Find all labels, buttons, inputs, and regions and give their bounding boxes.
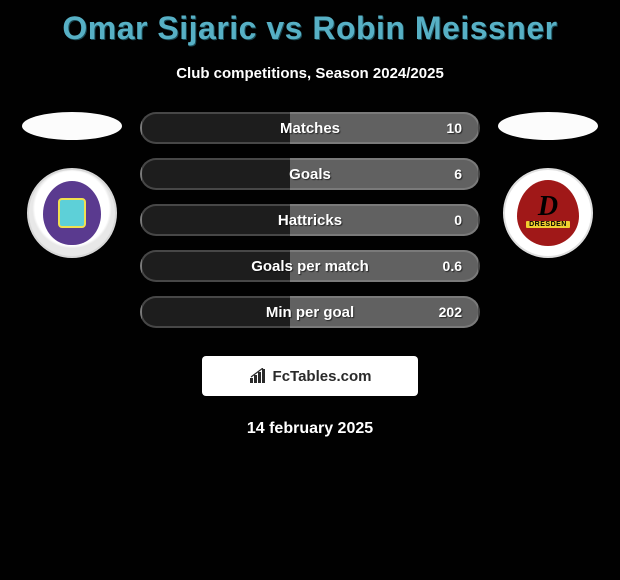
right-player-silhouette [498,112,598,140]
right-club-badge: D DRESDEN [503,168,593,258]
stat-right-value: 202 [439,304,462,320]
stat-label: Goals [289,166,331,183]
left-badge-center [58,198,86,228]
stat-bar: Matches 10 [140,112,480,144]
stat-bar: Min per goal 202 [140,296,480,328]
right-badge-inner: D DRESDEN [517,180,579,246]
stat-label: Matches [280,120,340,137]
comparison-content: Matches 10 Goals 6 Hattricks 0 Goals per match… [0,112,620,328]
page-title: Omar Sijaric vs Robin Meissner [0,0,620,47]
stats-column: Matches 10 Goals 6 Hattricks 0 Goals per match… [140,112,480,328]
stat-bar: Hattricks 0 [140,204,480,236]
date-text: 14 february 2025 [0,420,620,438]
stat-label: Goals per match [251,258,369,275]
right-badge-text: DRESDEN [526,221,570,228]
left-player-column [22,112,122,258]
left-badge-inner [43,181,101,245]
left-player-silhouette [22,112,122,140]
logo-text: FcTables.com [273,368,372,385]
fctables-logo[interactable]: FcTables.com [202,356,418,396]
stat-right-value: 10 [446,120,462,136]
stat-right-value: 6 [454,166,462,182]
stat-bar: Goals 6 [140,158,480,190]
stat-right-value: 0.6 [443,258,462,274]
stat-right-value: 0 [454,212,462,228]
subtitle: Club competitions, Season 2024/2025 [0,65,620,82]
right-badge-letter: D [538,193,558,221]
stat-bar: Goals per match 0.6 [140,250,480,282]
bar-chart-icon [249,368,269,384]
stat-label: Hattricks [278,212,342,229]
left-club-badge [27,168,117,258]
stat-label: Min per goal [266,304,354,321]
right-player-column: D DRESDEN [498,112,598,258]
